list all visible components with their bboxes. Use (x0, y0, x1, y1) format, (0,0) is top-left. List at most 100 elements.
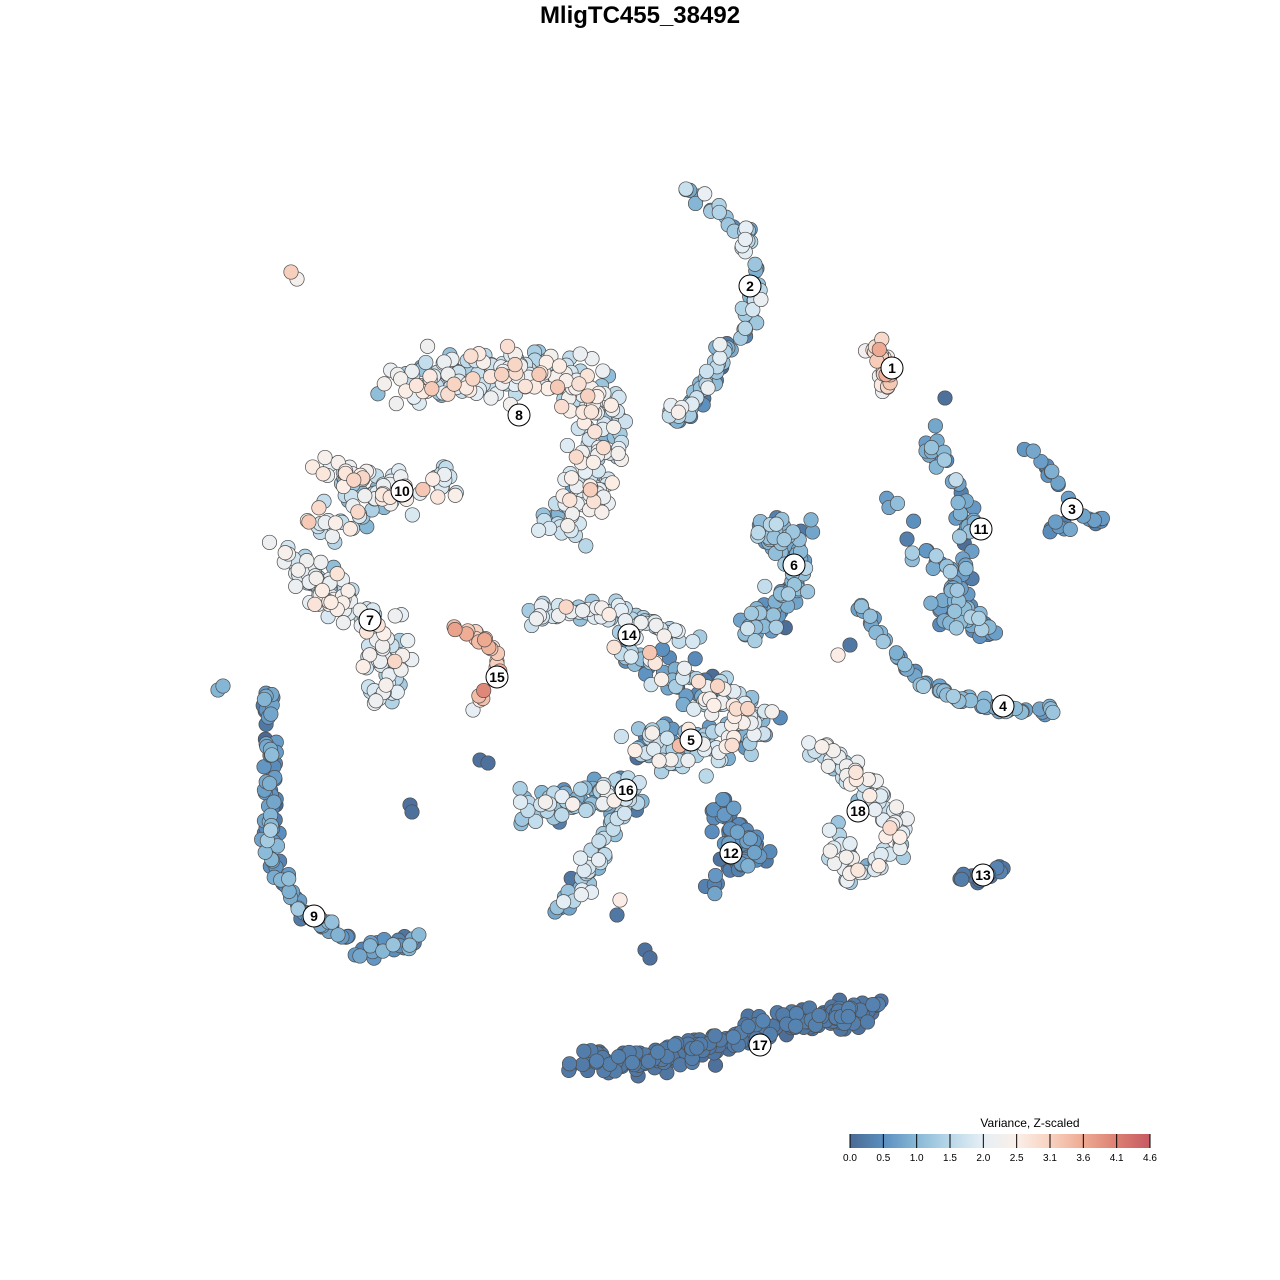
colorbar-gradient (850, 1134, 1150, 1148)
chart-title: MligTC455_38492 (539, 2, 741, 29)
data-point (447, 487, 463, 503)
data-point (465, 371, 481, 387)
data-point (707, 867, 724, 884)
cluster-label-1: 1 (880, 356, 904, 380)
data-point (753, 291, 769, 308)
data-point (517, 378, 533, 394)
data-point (627, 742, 643, 759)
data-point (740, 858, 756, 874)
data-point (483, 390, 499, 406)
legend-tick-label: 4.6 (1143, 1153, 1157, 1164)
cluster-label-14: 14 (617, 623, 641, 647)
cluster-label-circle (719, 841, 743, 865)
data-point (585, 454, 601, 470)
data-point (764, 704, 780, 720)
data-point (568, 449, 584, 465)
data-point (654, 671, 670, 687)
data-point (712, 337, 728, 353)
data-point (573, 781, 589, 797)
cluster-label-11: 11 (969, 517, 993, 541)
data-point (871, 341, 887, 358)
data-point (404, 804, 420, 820)
data-point (376, 376, 392, 392)
data-point (573, 887, 589, 903)
data-point (800, 584, 816, 600)
cluster-label-2: 2 (738, 274, 762, 298)
data-point (651, 753, 667, 769)
data-point (788, 1018, 804, 1034)
data-point (447, 622, 463, 638)
data-point (704, 824, 720, 840)
legend-tick-label: 2.0 (976, 1153, 990, 1164)
data-point (362, 647, 378, 663)
data-point (617, 805, 633, 821)
data-point (580, 388, 596, 404)
data-point (838, 849, 854, 865)
data-point (780, 586, 796, 602)
data-point (477, 632, 493, 648)
data-point (948, 472, 964, 488)
data-point (750, 525, 766, 541)
data-point (430, 489, 446, 505)
data-point (424, 381, 440, 397)
data-point (642, 950, 658, 966)
cluster-label-15: 15 (485, 665, 509, 689)
data-point (865, 997, 881, 1013)
data-point (408, 377, 425, 394)
data-point (562, 492, 578, 508)
data-point (689, 1040, 705, 1056)
legend-tick-label: 2.5 (1010, 1153, 1024, 1164)
points-layer (210, 181, 1110, 1084)
data-point (446, 376, 462, 392)
data-point (925, 560, 941, 576)
data-point (323, 594, 339, 610)
data-point (936, 452, 952, 468)
data-point (350, 504, 366, 520)
cluster-label-text: 18 (850, 803, 866, 819)
data-point (387, 653, 403, 669)
cluster-label-4: 4 (991, 694, 1015, 718)
data-point (612, 892, 628, 908)
data-point (378, 677, 394, 693)
data-point (707, 886, 723, 902)
data-point (500, 338, 516, 354)
data-point (404, 507, 420, 523)
data-point (572, 850, 589, 866)
data-point (624, 1055, 640, 1071)
cluster-label-text: 13 (975, 867, 991, 883)
data-point (604, 475, 620, 491)
data-point (699, 363, 715, 379)
data-point (923, 595, 939, 611)
cluster-label-text: 8 (515, 407, 523, 423)
cluster-label-18: 18 (846, 799, 870, 823)
data-point (1062, 521, 1078, 537)
legend-tick-label: 0.0 (843, 1153, 857, 1164)
data-point (899, 531, 915, 547)
legend-tick-label: 3.6 (1076, 1153, 1090, 1164)
cluster-label-text: 9 (310, 908, 318, 924)
data-point (507, 357, 523, 373)
data-point (601, 607, 617, 623)
data-point (277, 545, 293, 561)
data-point (281, 871, 297, 887)
cluster-label-10: 10 (390, 479, 414, 503)
data-point (942, 564, 958, 580)
data-point (811, 1007, 827, 1024)
data-point (742, 831, 758, 847)
cluster-label-circle (358, 608, 382, 632)
data-point (707, 1028, 723, 1044)
data-point (554, 807, 570, 823)
data-point (355, 659, 371, 675)
data-point (724, 737, 740, 753)
data-point (1044, 463, 1060, 480)
data-point (311, 500, 327, 516)
data-point (971, 610, 987, 626)
data-point (676, 660, 692, 676)
data-point (528, 611, 544, 627)
data-point (578, 538, 594, 554)
data-point (385, 937, 401, 953)
data-point (263, 822, 279, 838)
data-point (1033, 453, 1049, 470)
legend-tick-label: 3.1 (1043, 1153, 1057, 1164)
data-point (801, 735, 817, 751)
